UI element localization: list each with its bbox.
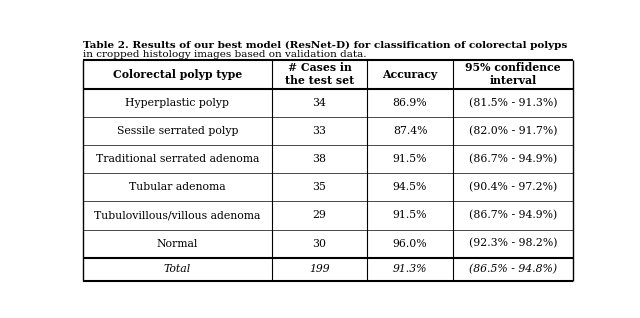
Text: (82.0% - 91.7%): (82.0% - 91.7%) [468,126,557,136]
Text: 91.3%: 91.3% [393,264,428,274]
Text: Table 2. Results of our best model (ResNet-D) for classification of colorectal p: Table 2. Results of our best model (ResN… [83,41,567,50]
Text: 91.5%: 91.5% [393,154,428,164]
Text: Colorectal polyp type: Colorectal polyp type [113,69,242,80]
Text: (86.5% - 94.8%): (86.5% - 94.8%) [469,264,557,274]
Text: 91.5%: 91.5% [393,211,428,220]
Text: 33: 33 [312,126,326,136]
Text: Tubulovillous/villous adenoma: Tubulovillous/villous adenoma [94,211,260,220]
Text: Sessile serrated polyp: Sessile serrated polyp [116,126,238,136]
Text: (92.3% - 98.2%): (92.3% - 98.2%) [468,238,557,249]
Text: 199: 199 [309,264,330,274]
Text: Accuracy: Accuracy [383,69,438,80]
Text: 96.0%: 96.0% [393,238,428,249]
Text: 34: 34 [312,98,326,108]
Text: Traditional serrated adenoma: Traditional serrated adenoma [96,154,259,164]
Text: Normal: Normal [157,238,198,249]
Text: 86.9%: 86.9% [393,98,428,108]
Text: 38: 38 [312,154,326,164]
Text: Hyperplastic polyp: Hyperplastic polyp [125,98,229,108]
Text: # Cases in
the test set: # Cases in the test set [285,62,354,86]
Text: Total: Total [164,264,191,274]
Text: (90.4% - 97.2%): (90.4% - 97.2%) [468,182,557,192]
Text: 87.4%: 87.4% [393,126,428,136]
Text: (86.7% - 94.9%): (86.7% - 94.9%) [468,154,557,164]
Text: 30: 30 [312,238,326,249]
Text: in cropped histology images based on validation data.: in cropped histology images based on val… [83,51,367,59]
Text: 35: 35 [312,182,326,192]
Text: 94.5%: 94.5% [393,182,428,192]
Text: 29: 29 [312,211,326,220]
Text: Tubular adenoma: Tubular adenoma [129,182,226,192]
Text: (81.5% - 91.3%): (81.5% - 91.3%) [468,98,557,108]
Text: 95% confidence
interval: 95% confidence interval [465,62,561,86]
Text: (86.7% - 94.9%): (86.7% - 94.9%) [468,210,557,221]
